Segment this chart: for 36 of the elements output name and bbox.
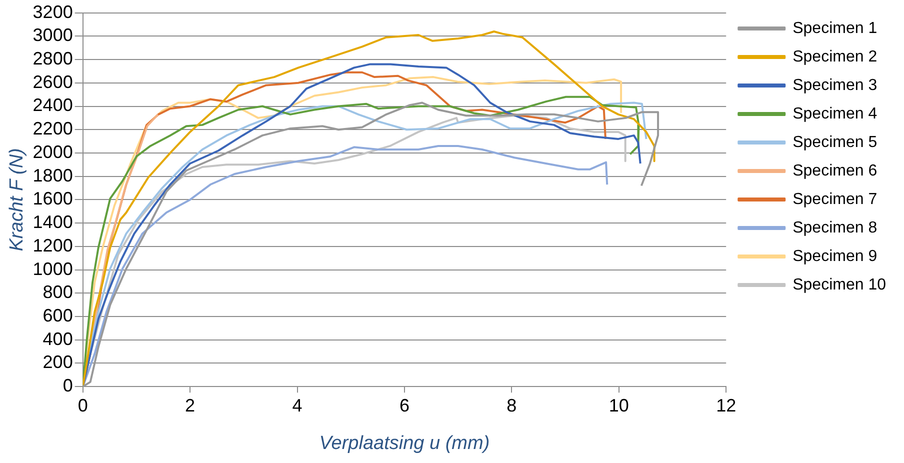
x-tick-label: 12 [716, 395, 736, 416]
y-tick-label: 2600 [32, 72, 73, 92]
y-tick-label: 400 [42, 328, 73, 349]
legend-label: Specimen 1 [792, 20, 878, 37]
legend-label: Specimen 6 [792, 162, 878, 180]
legend-label: Specimen 10 [792, 276, 886, 294]
y-tick-label: 1400 [32, 212, 73, 232]
legend-label: Specimen 7 [792, 190, 878, 208]
y-tick-label: 1200 [32, 235, 73, 256]
y-tick-label: 2200 [32, 118, 73, 139]
y-tick-label: 2400 [32, 95, 73, 116]
y-tick-label: 3000 [32, 25, 73, 46]
x-tick-label: 4 [292, 395, 302, 416]
y-tick-label: 1600 [32, 188, 73, 209]
legend-label: Specimen 5 [792, 134, 878, 151]
legend-label: Specimen 3 [792, 76, 878, 94]
x-tick-label: 0 [78, 395, 88, 416]
x-tick-label: 8 [506, 395, 517, 416]
y-tick-label: 200 [42, 352, 73, 372]
y-tick-label: 0 [62, 376, 73, 396]
y-tick-label: 2000 [32, 142, 73, 162]
y-tick-label: 1000 [32, 258, 73, 279]
y-tick-label: 800 [42, 282, 73, 302]
legend-label: Specimen 8 [792, 219, 878, 236]
x-tick-label: 6 [399, 395, 410, 416]
legend-label: Specimen 2 [792, 48, 878, 66]
x-tick-label: 10 [608, 395, 629, 416]
y-axis-title: Kracht F (N) [6, 148, 28, 252]
legend-label: Specimen 9 [792, 248, 878, 265]
y-tick-label: 2800 [32, 48, 73, 68]
legend-label: Specimen 4 [792, 105, 878, 122]
y-tick-label: 3200 [32, 2, 73, 22]
x-tick-label: 2 [185, 395, 196, 416]
y-tick-label: 600 [42, 305, 73, 326]
y-tick-label: 1800 [32, 165, 73, 186]
x-axis-title: Verplaatsing u (mm) [319, 432, 490, 454]
